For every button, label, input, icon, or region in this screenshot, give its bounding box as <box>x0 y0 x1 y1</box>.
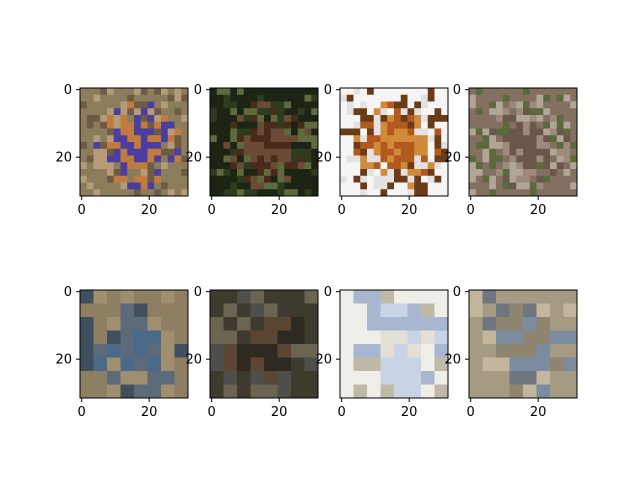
image-panel-4: 0 20 0 20 <box>444 83 578 218</box>
x-tick-label: 0 <box>208 203 216 218</box>
image-pixels <box>80 88 189 197</box>
image-pixels <box>469 290 578 399</box>
x-tick-label: 0 <box>467 203 475 218</box>
y-tick-label: 0 <box>453 83 461 98</box>
x-tick-label: 20 <box>401 203 418 218</box>
y-tick-label: 0 <box>324 285 332 300</box>
y-tick-label: 0 <box>453 285 461 300</box>
x-tick-label: 0 <box>338 405 346 420</box>
image-panel-3: 0 20 0 20 <box>315 83 449 218</box>
y-tick-label: 20 <box>55 353 72 368</box>
image-pixels <box>469 88 578 197</box>
x-tick-label: 20 <box>141 203 158 218</box>
y-tick-label: 20 <box>185 151 202 166</box>
image-panel-7: 0 20 0 20 <box>315 285 449 420</box>
y-tick-label: 0 <box>324 83 332 98</box>
x-tick-label: 0 <box>78 405 86 420</box>
image-pixels <box>340 290 449 399</box>
y-tick-label: 20 <box>55 151 72 166</box>
axes-frame <box>209 87 319 197</box>
y-tick-label: 0 <box>194 285 202 300</box>
y-tick-label: 20 <box>444 151 461 166</box>
axes-frame <box>209 289 319 399</box>
x-tick-label: 20 <box>271 405 288 420</box>
axes-frame <box>339 289 449 399</box>
image-panel-6: 0 20 0 20 <box>185 285 319 420</box>
image-pixels <box>210 290 319 399</box>
y-tick-label: 0 <box>194 83 202 98</box>
image-panel-1: 0 20 0 20 <box>55 83 189 218</box>
x-tick-label: 20 <box>530 405 547 420</box>
axes-frame <box>468 87 578 197</box>
x-tick-label: 0 <box>467 405 475 420</box>
x-tick-label: 20 <box>530 203 547 218</box>
axes-frame <box>79 87 189 197</box>
x-tick-label: 0 <box>78 203 86 218</box>
y-tick-label: 0 <box>64 83 72 98</box>
x-tick-label: 0 <box>338 203 346 218</box>
y-tick-label: 20 <box>185 353 202 368</box>
y-tick-label: 20 <box>315 353 332 368</box>
image-pixels <box>80 290 189 399</box>
axes-frame <box>468 289 578 399</box>
image-panel-8: 0 20 0 20 <box>444 285 578 420</box>
image-panel-5: 0 20 0 20 <box>55 285 189 420</box>
axes-frame <box>339 87 449 197</box>
axes-frame <box>79 289 189 399</box>
x-tick-label: 20 <box>141 405 158 420</box>
y-tick-label: 20 <box>444 353 461 368</box>
y-tick-label: 0 <box>64 285 72 300</box>
image-panel-2: 0 20 0 20 <box>185 83 319 218</box>
image-pixels <box>210 88 319 197</box>
x-tick-label: 20 <box>401 405 418 420</box>
x-tick-label: 0 <box>208 405 216 420</box>
image-pixels <box>340 88 449 197</box>
y-tick-label: 20 <box>315 151 332 166</box>
x-tick-label: 20 <box>271 203 288 218</box>
